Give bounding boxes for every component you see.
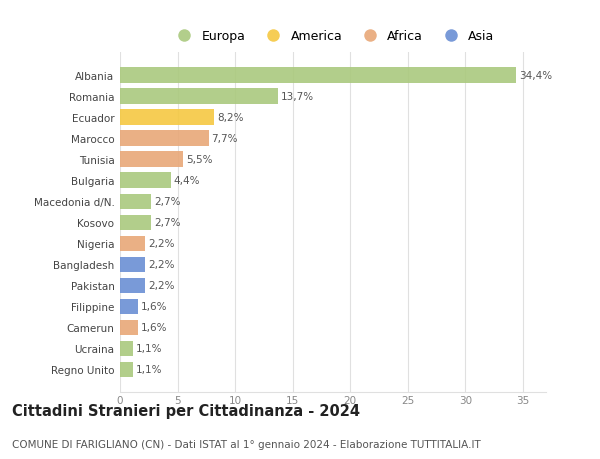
Text: 1,6%: 1,6% [142,323,168,332]
Bar [120,89,278,104]
Bar [120,215,151,230]
Text: 2,2%: 2,2% [148,239,175,249]
Text: 2,2%: 2,2% [148,280,175,291]
Text: 1,1%: 1,1% [136,343,162,353]
Text: 1,6%: 1,6% [142,302,168,312]
Text: 8,2%: 8,2% [217,113,244,123]
Bar [120,68,516,84]
Bar [120,362,133,377]
Bar [120,278,145,293]
Bar [120,320,139,335]
Text: 5,5%: 5,5% [186,155,213,165]
Text: 2,7%: 2,7% [154,218,181,228]
Bar [120,152,184,167]
Bar [120,131,209,146]
Text: 13,7%: 13,7% [281,92,314,102]
Bar [120,194,151,209]
Text: 2,2%: 2,2% [148,260,175,269]
Text: COMUNE DI FARIGLIANO (CN) - Dati ISTAT al 1° gennaio 2024 - Elaborazione TUTTITA: COMUNE DI FARIGLIANO (CN) - Dati ISTAT a… [12,440,481,449]
Bar [120,299,139,314]
Bar [120,341,133,356]
Text: 7,7%: 7,7% [212,134,238,144]
Text: 34,4%: 34,4% [519,71,552,81]
Legend: Europa, America, Africa, Asia: Europa, America, Africa, Asia [167,25,499,48]
Bar [120,173,170,188]
Bar [120,110,214,125]
Bar [120,257,145,272]
Text: 2,7%: 2,7% [154,196,181,207]
Bar [120,236,145,251]
Text: 4,4%: 4,4% [173,176,200,185]
Text: Cittadini Stranieri per Cittadinanza - 2024: Cittadini Stranieri per Cittadinanza - 2… [12,403,360,419]
Text: 1,1%: 1,1% [136,364,162,375]
